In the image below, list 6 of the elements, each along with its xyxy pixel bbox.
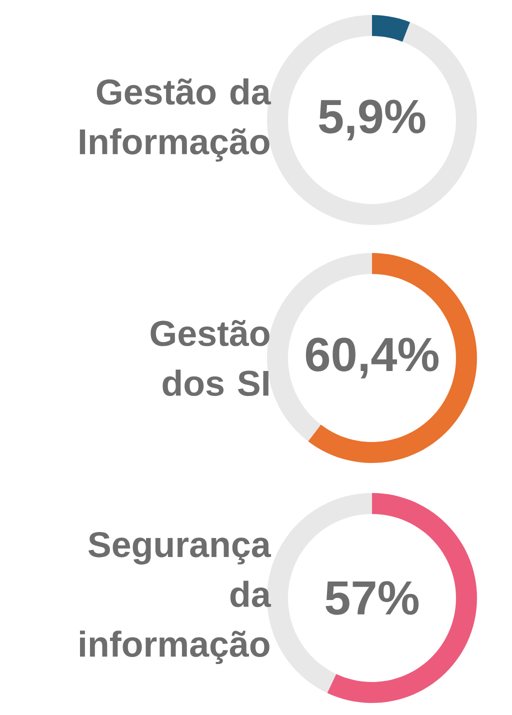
text: 57%: [326, 581, 419, 615]
text: Gestão dos SI: [150, 320, 270, 396]
text: Gestão da Informação: [80, 78, 272, 162]
text: Segurança da informação: [80, 532, 272, 664]
text: 60,4%: [306, 338, 439, 378]
text: 5,9%: [318, 100, 426, 140]
